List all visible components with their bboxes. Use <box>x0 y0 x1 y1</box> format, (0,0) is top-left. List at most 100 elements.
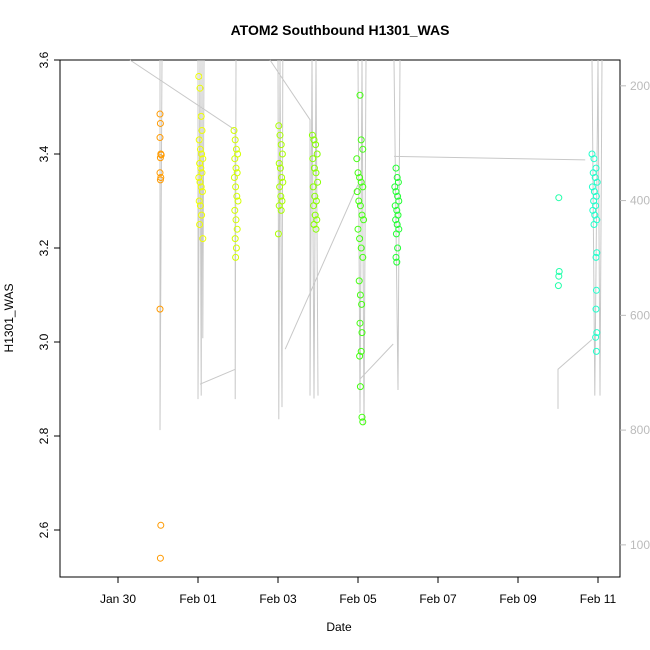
x-tick-label: Feb 01 <box>179 592 217 606</box>
y-tick-label: 3.6 <box>37 51 51 68</box>
point <box>555 194 563 202</box>
point <box>279 178 287 186</box>
point <box>555 272 563 280</box>
point <box>310 136 318 144</box>
point <box>232 253 240 261</box>
point <box>592 333 600 341</box>
point <box>592 347 600 355</box>
point <box>391 183 399 191</box>
point <box>356 291 364 299</box>
point <box>356 91 364 99</box>
x-axis-label: Date <box>326 620 352 634</box>
point <box>276 164 284 172</box>
point <box>394 244 402 252</box>
point <box>230 174 238 181</box>
point <box>156 110 164 118</box>
point <box>313 150 321 158</box>
point <box>196 145 204 153</box>
point <box>276 183 284 191</box>
point <box>394 178 402 186</box>
point <box>357 244 365 252</box>
point <box>393 221 401 228</box>
point <box>275 159 283 167</box>
point <box>358 211 366 219</box>
point <box>275 122 283 130</box>
point <box>311 211 319 219</box>
point <box>356 383 364 391</box>
point <box>278 174 286 181</box>
point <box>359 418 367 426</box>
point <box>196 84 204 92</box>
point <box>156 176 164 184</box>
y-tick-label: 3.0 <box>37 333 51 350</box>
plot-frame <box>59 59 621 578</box>
point <box>199 235 207 243</box>
point <box>593 329 601 337</box>
point <box>590 155 598 163</box>
point <box>590 197 598 205</box>
point <box>197 183 205 191</box>
point <box>588 183 596 191</box>
point <box>156 169 164 177</box>
point <box>196 159 204 167</box>
point <box>276 131 284 139</box>
point <box>156 134 164 142</box>
y2-tick-label: 600 <box>630 308 650 322</box>
point <box>358 413 366 421</box>
point <box>392 188 400 196</box>
point <box>156 305 164 313</box>
point <box>393 174 401 181</box>
point <box>311 192 319 200</box>
point <box>589 206 597 214</box>
point <box>392 230 400 238</box>
point <box>157 174 165 181</box>
point <box>195 197 203 205</box>
point <box>359 253 367 261</box>
point <box>354 169 362 177</box>
point <box>356 174 364 181</box>
point <box>196 178 204 186</box>
y-tick-label: 3.4 <box>37 145 51 162</box>
x-tick-label: Feb 09 <box>499 592 537 606</box>
y-tick-label: 2.8 <box>37 427 51 444</box>
point <box>356 235 364 243</box>
point <box>588 150 596 158</box>
x-tick-label: Feb 05 <box>339 592 377 606</box>
point <box>310 221 318 228</box>
x-tick-label: Feb 07 <box>419 592 457 606</box>
point <box>156 154 164 162</box>
chart-title: ATOM2 Southbound H1301_WAS <box>231 22 450 38</box>
point <box>232 244 240 252</box>
point <box>591 174 599 181</box>
point <box>357 178 365 186</box>
point <box>312 141 320 149</box>
point <box>231 136 239 144</box>
point <box>358 300 366 308</box>
point <box>234 197 242 205</box>
point <box>198 150 206 158</box>
point <box>199 155 207 163</box>
point <box>393 206 401 214</box>
point <box>157 151 165 159</box>
point <box>357 136 365 144</box>
point <box>196 202 204 210</box>
point <box>391 202 399 210</box>
y2-tick-label: 200 <box>630 79 650 93</box>
point <box>274 230 282 238</box>
point <box>198 188 206 196</box>
point <box>232 216 240 224</box>
point <box>231 206 239 214</box>
point <box>310 202 318 210</box>
point <box>360 216 368 224</box>
point <box>230 127 238 134</box>
point <box>277 192 285 200</box>
point <box>353 188 361 196</box>
x-tick-label: Feb 11 <box>580 592 617 606</box>
point <box>195 136 203 144</box>
point <box>393 258 401 266</box>
y-axis-label: H1301_WAS <box>2 284 16 353</box>
y-tick-label: 3.2 <box>37 239 51 256</box>
point <box>353 155 361 163</box>
point <box>231 235 239 243</box>
point <box>308 131 316 139</box>
